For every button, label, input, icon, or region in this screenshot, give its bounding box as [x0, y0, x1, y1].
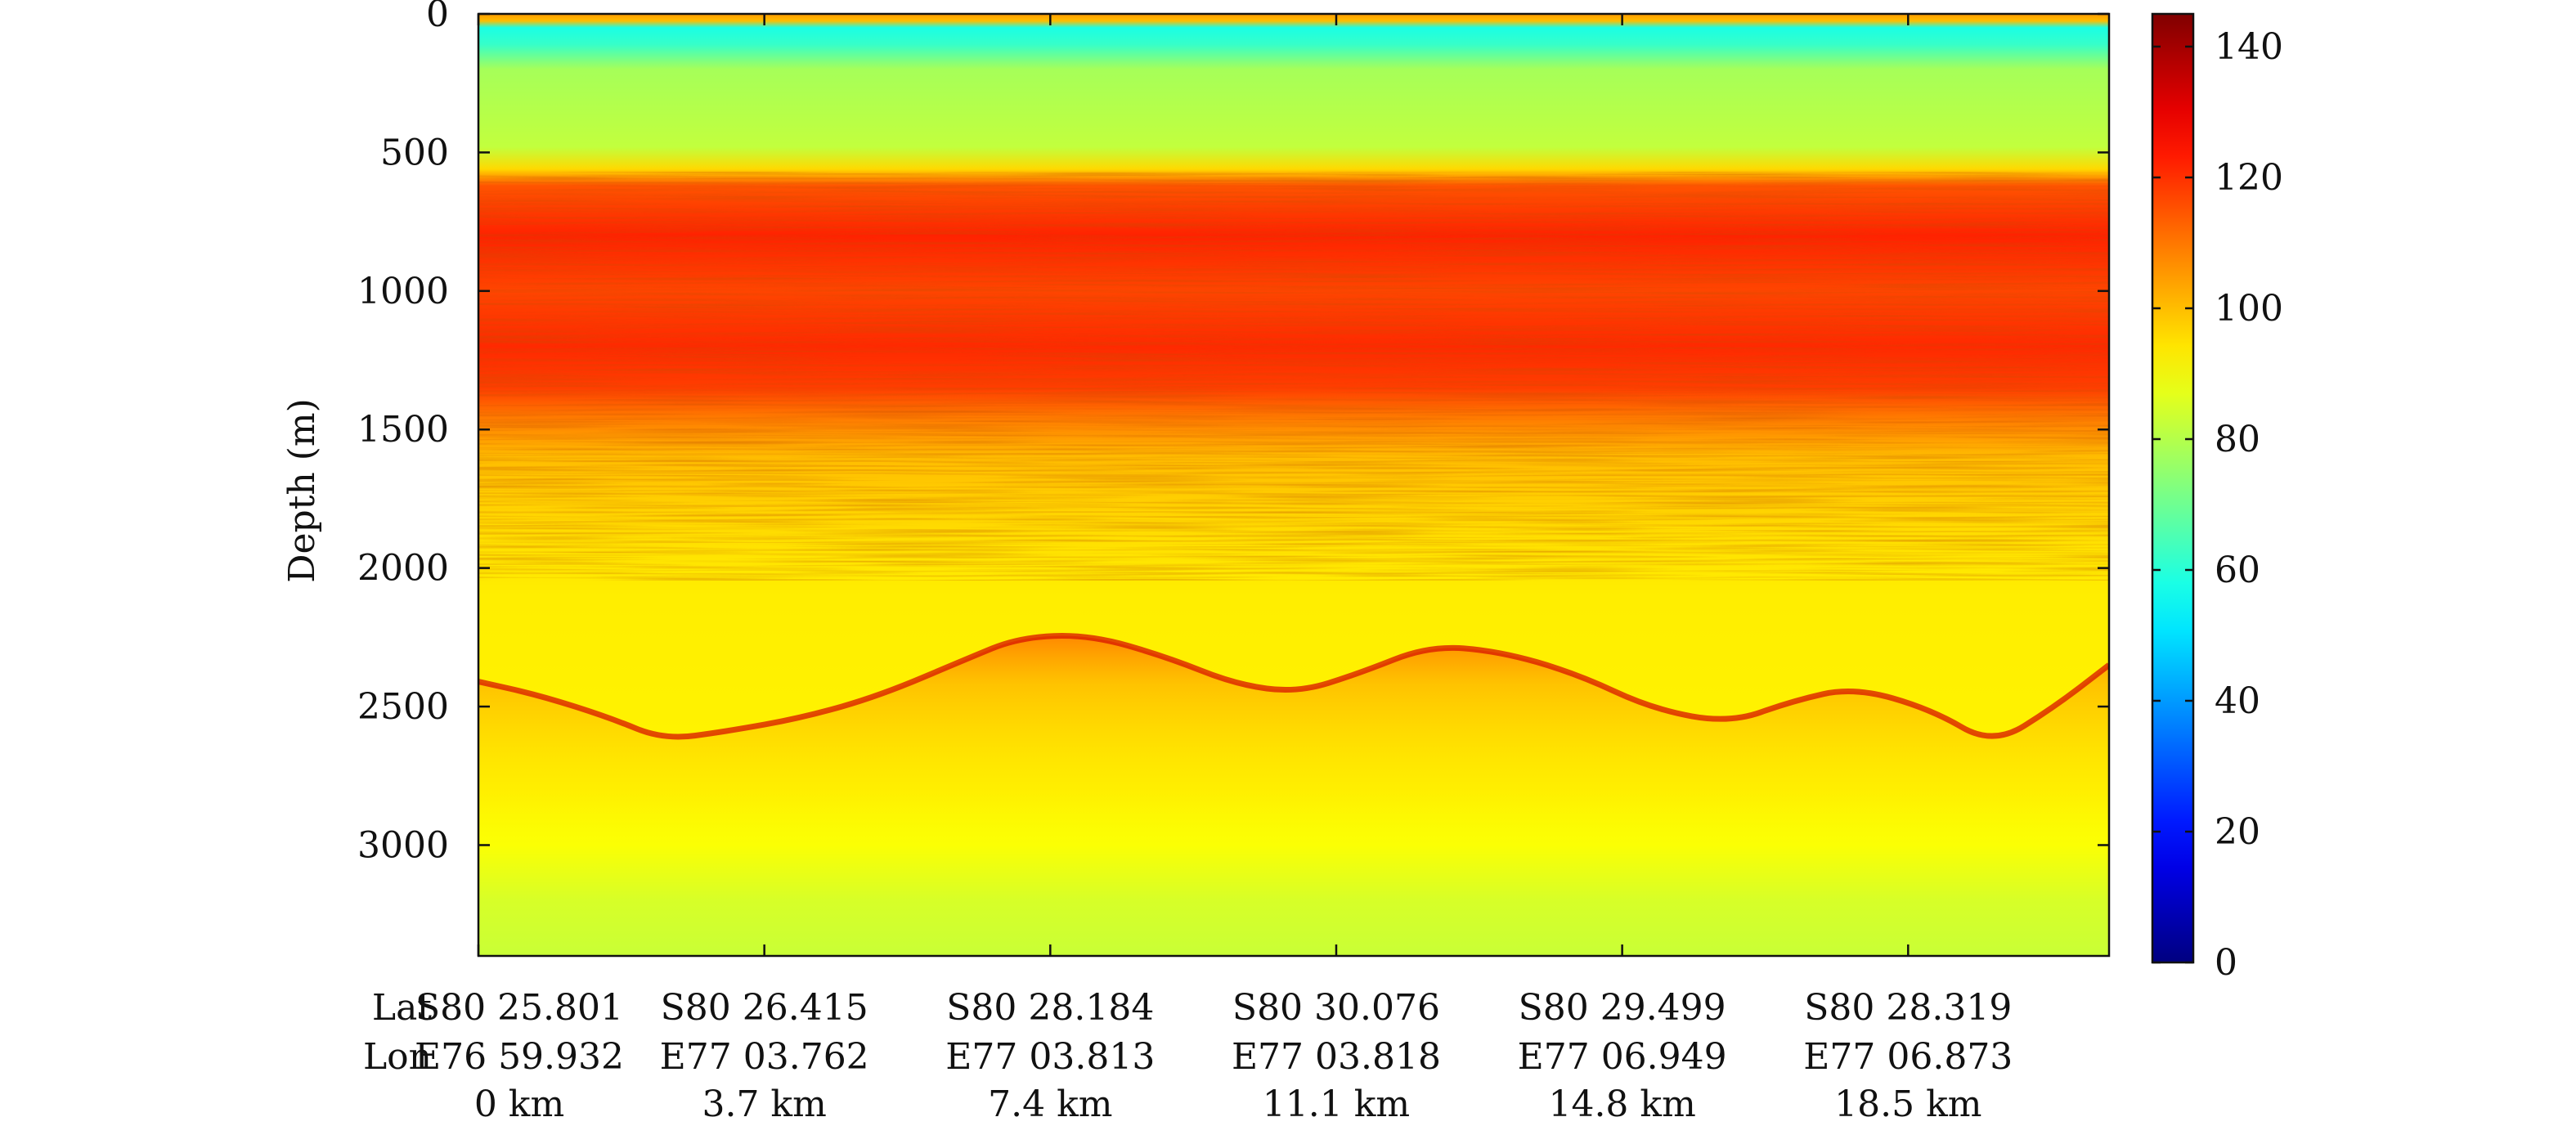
- x-tick-label-lat: S80 29.499: [1519, 987, 1726, 1029]
- bed-reflector-band: [478, 635, 2109, 832]
- radargram-speckle: [478, 172, 2109, 581]
- x-tick-label-dist: 14.8 km: [1548, 1083, 1695, 1125]
- x-tick-label-lat: S80 30.076: [1232, 987, 1440, 1029]
- x-tick-label-lat: S80 28.319: [1804, 987, 2012, 1029]
- x-tick-label-lat: S80 25.801: [415, 987, 623, 1029]
- y-tick-label: 2500: [357, 686, 449, 728]
- colorbar-tick-label: 0: [2215, 942, 2237, 984]
- colorbar: [2151, 12, 2195, 964]
- x-tick-label-dist: 0 km: [474, 1083, 564, 1125]
- x-tick-label-dist: 11.1 km: [1263, 1083, 1410, 1125]
- x-tick-label-lon: E77 03.813: [945, 1036, 1155, 1078]
- x-tick-label-lon: E76 59.932: [415, 1036, 624, 1078]
- colorbar-ticks: 0 20 40 60 80 100 120 140: [2152, 26, 2283, 984]
- colorbar-tick-label: 40: [2215, 680, 2260, 722]
- colorbar-tick-label: 120: [2215, 157, 2283, 199]
- x-row-label-lon: Lon: [363, 1036, 432, 1078]
- colorbar-tick-label: 80: [2215, 419, 2260, 460]
- bed-reflector-layer: [478, 633, 2109, 832]
- colorbar-tick-label: 100: [2215, 288, 2283, 330]
- y-tick-label: 500: [380, 132, 449, 173]
- x-tick-label-lon: E77 06.949: [1518, 1036, 1727, 1078]
- y-tick-label: 3000: [357, 824, 449, 866]
- y-tick-label: 1500: [357, 409, 449, 451]
- x-axis: S80 25.801 E76 59.932 0 km S80 26.415 E77 03…: [415, 14, 2013, 1125]
- x-tick-label-dist: 18.5 km: [1834, 1083, 1981, 1125]
- radargram-plot: [478, 14, 2109, 956]
- bed-reflector-line: [478, 633, 2109, 740]
- colorbar-tick-label: 140: [2215, 26, 2283, 68]
- plot-frame: [477, 12, 2111, 958]
- x-tick-label-lat: S80 28.184: [946, 987, 1154, 1029]
- colorbar-tick-label: 20: [2215, 811, 2260, 853]
- y-axis-label: Depth (m): [281, 398, 323, 583]
- x-tick-label-lon: E77 03.762: [660, 1036, 869, 1078]
- y-tick-label: 2000: [357, 548, 449, 590]
- x-tick-label-dist: 3.7 km: [702, 1083, 826, 1125]
- x-tick-label-lon: E77 06.873: [1803, 1036, 2013, 1078]
- y-tick-label: 0: [426, 0, 449, 35]
- y-tick-label: 1000: [357, 271, 449, 312]
- x-row-label-lat: Lat: [372, 987, 432, 1029]
- x-tick-label-lon: E77 03.818: [1232, 1036, 1441, 1078]
- colorbar-tick-label: 60: [2215, 550, 2260, 591]
- x-tick-label-dist: 7.4 km: [988, 1083, 1112, 1125]
- x-tick-label-lat: S80 26.415: [661, 987, 868, 1029]
- y-axis: 0 500 1000 1500 2000 2500 3000: [357, 0, 2109, 866]
